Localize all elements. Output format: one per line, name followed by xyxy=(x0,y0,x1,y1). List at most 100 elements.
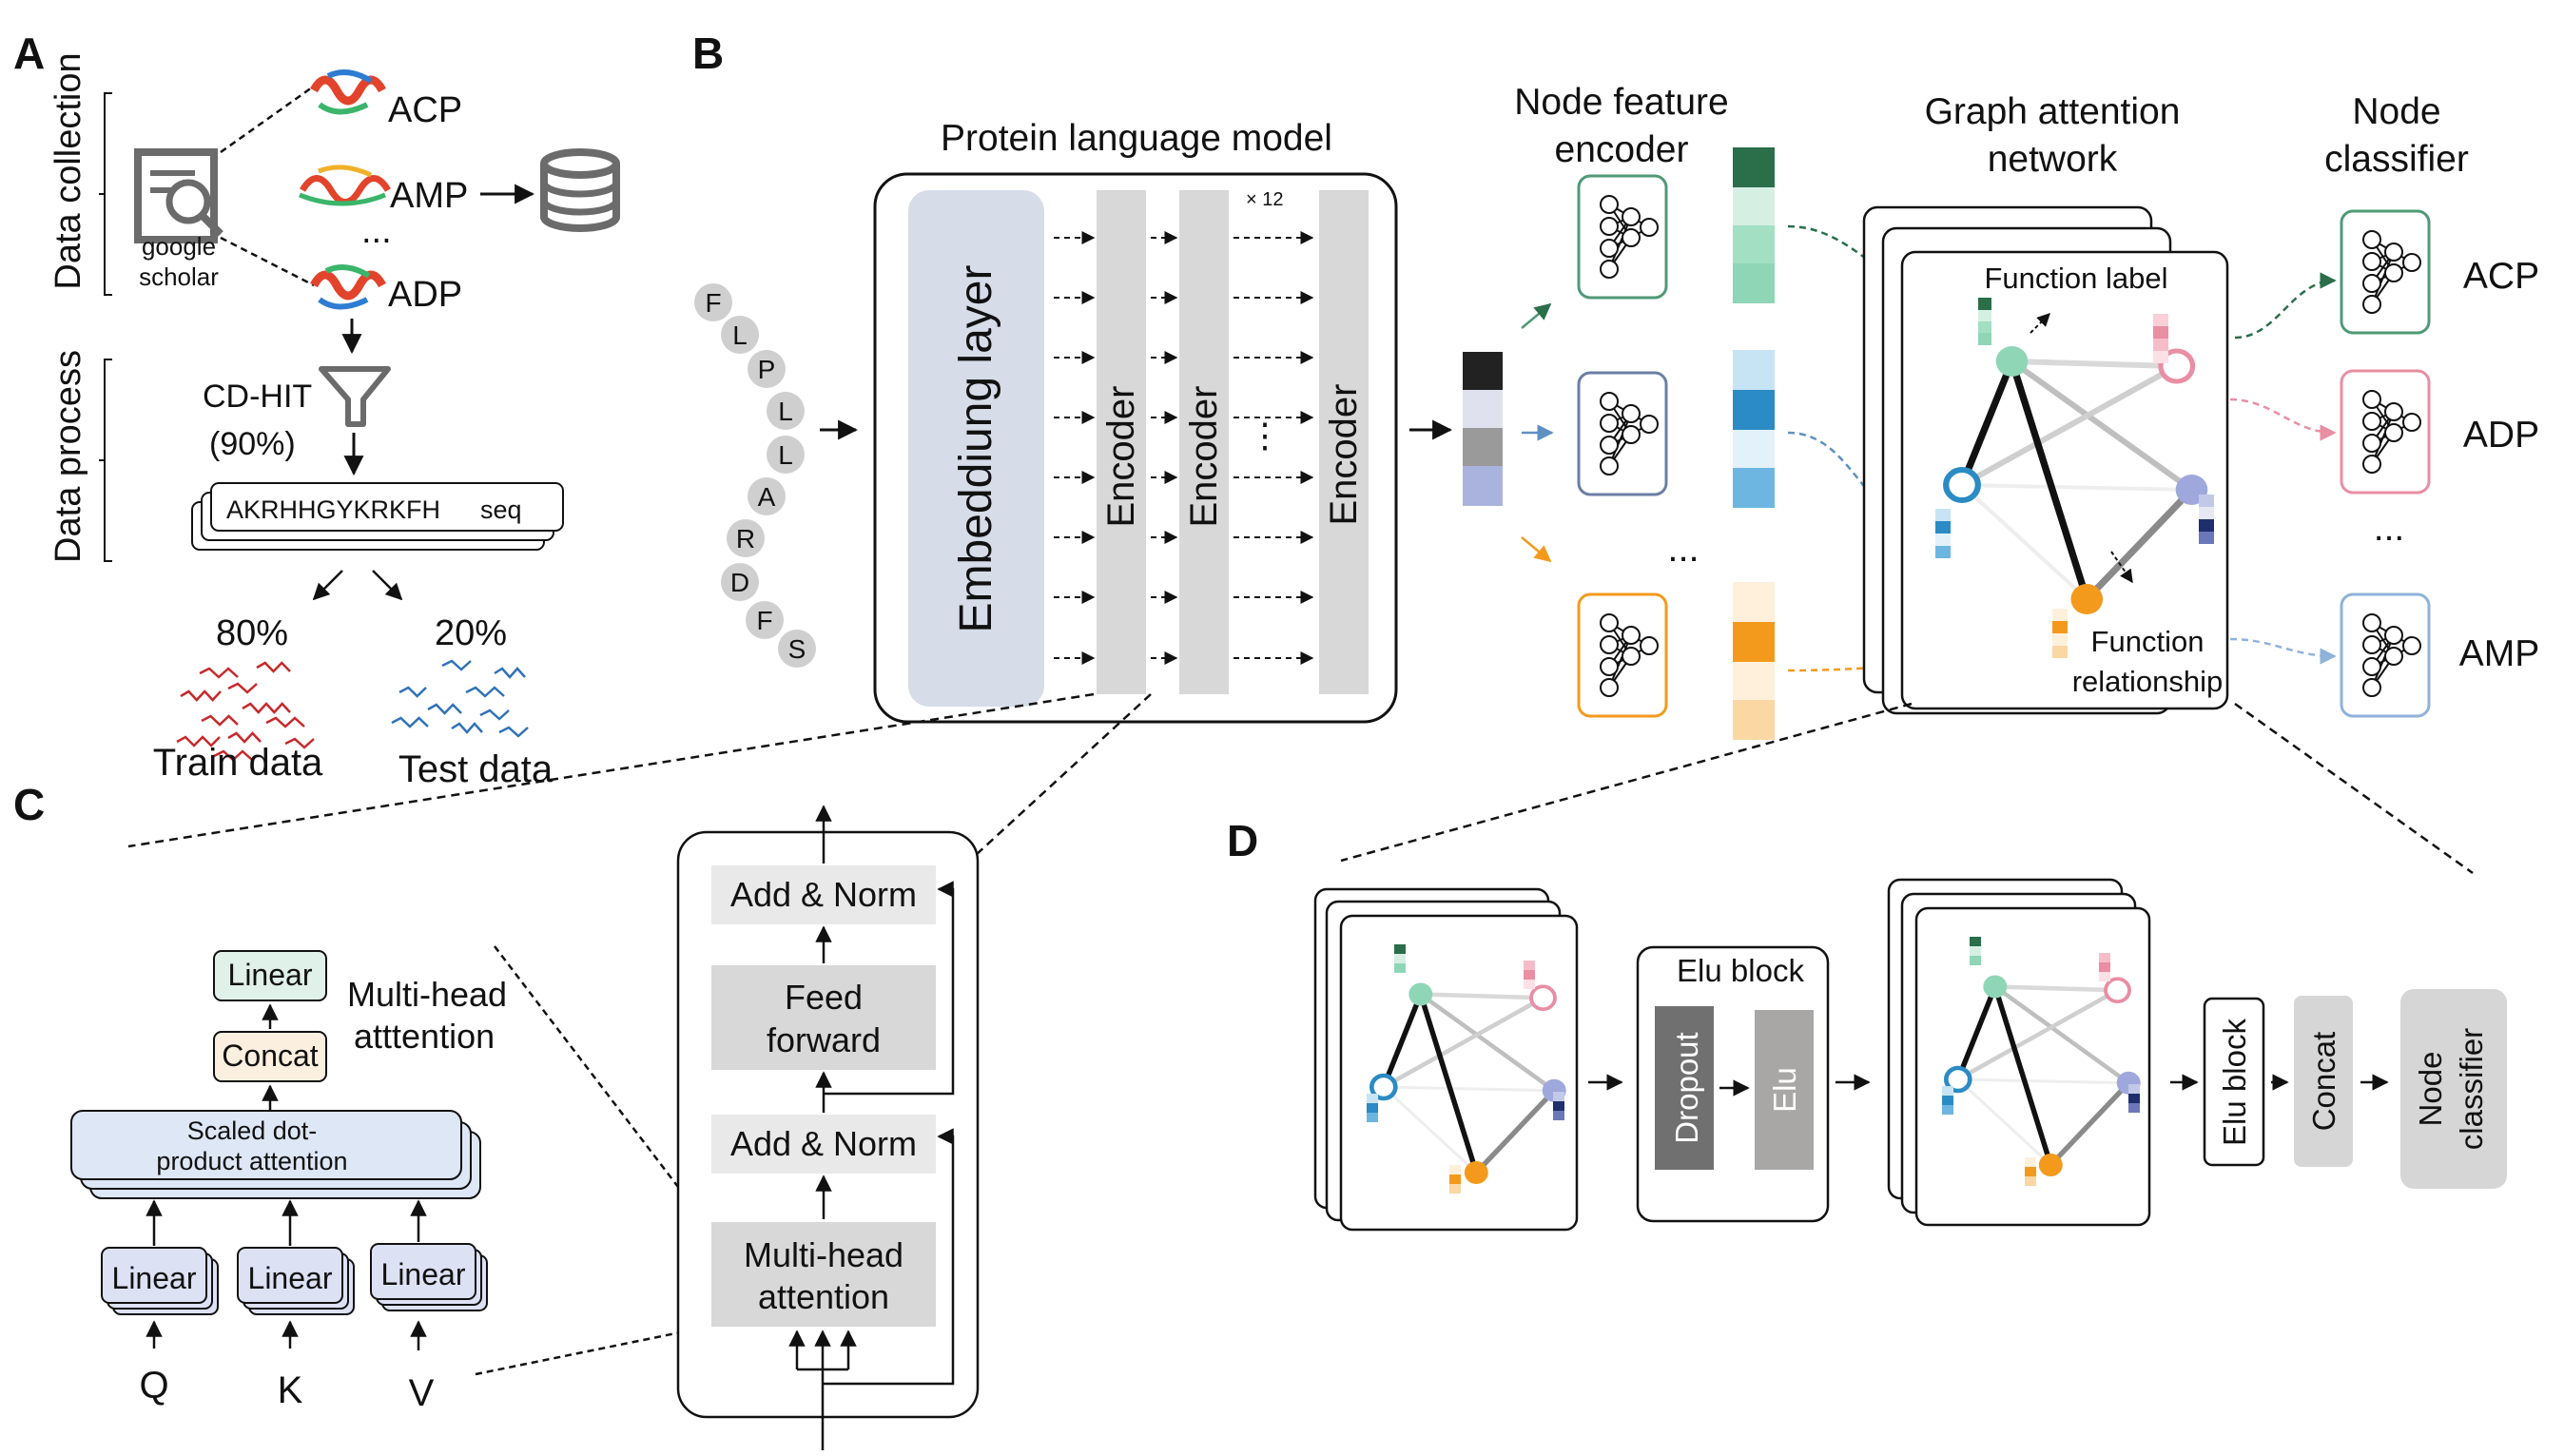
node-classifier-label-1: Node xyxy=(2413,1052,2448,1127)
panel-c: Linear Concat Multi-head atttention Scal… xyxy=(70,805,980,1450)
dropout-box xyxy=(1655,1006,1714,1170)
elu-box xyxy=(1755,1010,1814,1170)
linear-top-box xyxy=(213,950,327,1001)
linear-label: Linear xyxy=(248,1261,333,1295)
elu-block-small-label: Elu block xyxy=(2217,1019,2252,1146)
amino-acid-letter: P xyxy=(758,355,776,384)
amp-label: AMP xyxy=(390,176,468,216)
linear-projection-boxes: Linear Linear Linear xyxy=(101,1243,488,1315)
node-feature-green xyxy=(1978,298,1991,345)
embedding-vector xyxy=(1463,352,1503,506)
mha-side-label-2: atttention xyxy=(354,1017,495,1056)
feed-forward-label-1: Feed xyxy=(785,978,863,1017)
test-data-squiggles xyxy=(391,659,529,738)
elu-block-title: Elu block xyxy=(1677,953,1804,988)
class-ellipsis: ... xyxy=(2374,508,2405,549)
amino-acid-bead: F xyxy=(694,283,732,321)
amino-acid-bead: R xyxy=(727,519,765,557)
amino-acid-bead: S xyxy=(778,630,816,668)
google-label: google xyxy=(142,232,216,261)
concat-label: Concat xyxy=(222,1039,319,1073)
k-label: K xyxy=(278,1369,303,1411)
node-feature-blue xyxy=(1935,509,1951,558)
bracket-collection xyxy=(104,92,112,296)
nfe-title-2: encoder xyxy=(1555,129,1689,170)
feature-vector-blue xyxy=(1733,350,1775,508)
encoder-2-label: Encoder xyxy=(1183,386,1225,528)
encoder-2 xyxy=(1179,190,1229,694)
protein-structure-icon-adp xyxy=(310,264,386,310)
feed-forward-box xyxy=(711,965,936,1070)
panel-letter-b: B xyxy=(692,29,724,78)
concat-box xyxy=(213,1031,327,1082)
embedding-label: Embeddiung layer xyxy=(951,265,1001,633)
feature-vector-orange xyxy=(1733,582,1775,740)
function-relationship-2: relationship xyxy=(2072,665,2224,698)
mha-block-label-2: attention xyxy=(758,1277,889,1316)
gat-title-2: network xyxy=(1988,139,2118,180)
data-process-label: Data process xyxy=(49,350,88,563)
amino-acid-letter: S xyxy=(788,634,806,664)
linear-label: Linear xyxy=(381,1257,466,1291)
amino-acid-letter: A xyxy=(758,482,776,512)
encoder-1-label: Encoder xyxy=(1100,386,1142,528)
filter-funnel-icon xyxy=(319,366,391,427)
encoder-12-label: Encoder xyxy=(1323,384,1365,526)
function-relationship-1: Function xyxy=(2091,625,2205,658)
class-label-acp: ACP xyxy=(2463,256,2539,297)
feature-vector-green xyxy=(1733,147,1775,303)
amino-acid-letter: L xyxy=(732,320,748,350)
mha-block-label-1: Multi-head xyxy=(744,1235,903,1274)
add-norm-box-1 xyxy=(711,1115,936,1174)
encoder-1 xyxy=(1097,190,1146,694)
amino-acid-letter: R xyxy=(736,524,755,553)
amino-acid-letter: L xyxy=(778,397,793,426)
amino-acid-letter: F xyxy=(756,606,772,635)
function-label-text: Function label xyxy=(1984,262,2167,295)
v-label: V xyxy=(409,1372,435,1414)
train-percent: 80% xyxy=(216,613,288,653)
nc-title-2: classifier xyxy=(2324,139,2469,180)
panel-letter-a: A xyxy=(13,29,45,78)
gat-layer-1-card xyxy=(1339,914,1579,1232)
acp-label: ACP xyxy=(388,90,462,130)
train-data-squiggles xyxy=(176,661,315,762)
search-document-icon xyxy=(134,148,223,243)
mini-feature-bars-1 xyxy=(1367,944,1564,1194)
amino-acid-bead: D xyxy=(721,563,759,601)
node-classifier-block xyxy=(2400,989,2507,1189)
sequence-text: AKRHHGYKRKFH xyxy=(226,495,440,524)
concat-block xyxy=(2294,996,2353,1167)
cdhit-percent: (90%) xyxy=(209,426,296,462)
panel-d: Elu block Dropout Elu Elu block Concat N… xyxy=(1313,878,2507,1232)
linear-top-label: Linear xyxy=(228,958,313,992)
amino-acid-bead: F xyxy=(746,601,784,639)
bracket-process xyxy=(104,359,112,562)
feed-forward-label-2: forward xyxy=(767,1020,881,1059)
linear-label: Linear xyxy=(112,1261,197,1295)
amino-acid-bead: P xyxy=(748,350,786,388)
encoder-12 xyxy=(1319,190,1369,694)
linear-box xyxy=(101,1247,207,1304)
elu-block-small xyxy=(2203,997,2265,1167)
mini-feature-bars-2 xyxy=(1942,937,2140,1186)
amino-acid-bead: L xyxy=(721,316,759,354)
panel-a: Data collection Data process google scho… xyxy=(49,52,620,790)
dots-label: ... xyxy=(361,211,392,251)
sdpa-box xyxy=(70,1110,462,1180)
add-norm-box-2 xyxy=(711,865,936,924)
node-feature-navy xyxy=(2199,495,2214,544)
q-label: Q xyxy=(139,1365,168,1407)
add-norm-label-2: Add & Norm xyxy=(730,875,917,914)
elu-label: Elu xyxy=(1767,1067,1802,1113)
add-norm-label-1: Add & Norm xyxy=(730,1124,917,1163)
node-feature-orange xyxy=(2052,609,2068,658)
amino-acid-bead: L xyxy=(767,436,805,474)
vertical-ellipsis: ⋮ xyxy=(1248,416,1282,455)
gat-title-1: Graph attention xyxy=(1925,91,2181,132)
concat-block-label: Concat xyxy=(2306,1032,2341,1132)
encoder-ellipsis: ... xyxy=(1667,528,1699,570)
